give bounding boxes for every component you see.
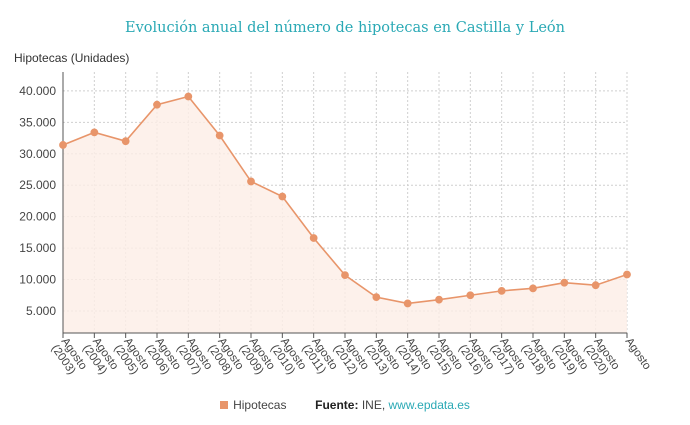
data-point bbox=[153, 100, 161, 109]
y-tick-label: 20.000 bbox=[19, 210, 56, 224]
source-text: INE, bbox=[361, 398, 386, 412]
data-point bbox=[90, 128, 99, 137]
data-point bbox=[591, 281, 600, 290]
y-tick-label: 15.000 bbox=[19, 241, 56, 255]
x-tick-label: Agosto(2014) bbox=[393, 336, 433, 377]
x-tick-label: Agosto(2020) bbox=[581, 336, 621, 377]
y-tick-label: 30.000 bbox=[19, 147, 56, 161]
data-point bbox=[59, 141, 67, 149]
data-point bbox=[121, 137, 130, 146]
x-tick-label: Agosto(2003) bbox=[49, 336, 89, 377]
series-area bbox=[63, 96, 627, 333]
x-tick-label: Agosto(2018) bbox=[519, 336, 559, 377]
legend-label[interactable]: Hipotecas bbox=[233, 398, 287, 412]
x-tick-label: Agosto(2017) bbox=[487, 336, 527, 377]
data-point bbox=[184, 92, 193, 101]
x-tick-label: Agosto(2019) bbox=[550, 336, 590, 377]
data-point bbox=[497, 286, 506, 295]
x-tick-label: Agosto(2009) bbox=[237, 336, 277, 377]
data-point bbox=[309, 234, 318, 242]
y-tick-label: 5.000 bbox=[26, 304, 56, 318]
x-tick-label: Agosto bbox=[623, 336, 653, 372]
legend-swatch bbox=[220, 401, 229, 409]
x-tick-label: Agosto(2016) bbox=[456, 336, 496, 377]
x-tick-label: Agosto(2010) bbox=[268, 336, 308, 377]
x-tick-label: Agosto(2008) bbox=[205, 336, 245, 377]
x-tick-label: Agosto(2007) bbox=[174, 336, 214, 377]
y-tick-label: 35.000 bbox=[19, 115, 56, 129]
data-point bbox=[529, 284, 537, 293]
source-label: Fuente: bbox=[315, 398, 359, 412]
y-axis-label: Hipotecas (Unidades) bbox=[14, 51, 130, 65]
data-point bbox=[435, 295, 443, 304]
y-tick-label: 40.000 bbox=[19, 84, 56, 98]
chart-title: Evolución anual del número de hipotecas … bbox=[125, 20, 565, 36]
y-tick-label: 25.000 bbox=[19, 178, 56, 192]
data-point bbox=[560, 278, 569, 287]
chart-footer: Hipotecas Fuente: INE, www.epdata.es bbox=[0, 398, 690, 412]
data-point bbox=[403, 299, 412, 308]
x-tick-label: Agosto(2011) bbox=[299, 336, 339, 376]
data-point bbox=[247, 177, 255, 186]
data-point bbox=[278, 192, 287, 201]
x-tick-label: Agosto(2004) bbox=[80, 336, 120, 377]
x-tick-label-month: Agosto bbox=[623, 336, 653, 372]
data-point bbox=[215, 131, 224, 140]
data-point bbox=[623, 270, 631, 279]
x-tick-label: Agosto(2015) bbox=[425, 336, 465, 377]
data-point bbox=[466, 291, 475, 300]
x-tick-label: Agosto(2005) bbox=[111, 336, 151, 377]
data-point bbox=[341, 271, 349, 280]
y-tick-label: 10.000 bbox=[19, 273, 56, 287]
x-tick-label: Agosto(2006) bbox=[143, 336, 183, 377]
source-link[interactable]: www.epdata.es bbox=[388, 398, 470, 412]
x-tick-label: Agosto(2013) bbox=[362, 336, 402, 377]
data-point bbox=[372, 293, 381, 302]
x-tick-label: Agosto(2012) bbox=[331, 336, 371, 377]
